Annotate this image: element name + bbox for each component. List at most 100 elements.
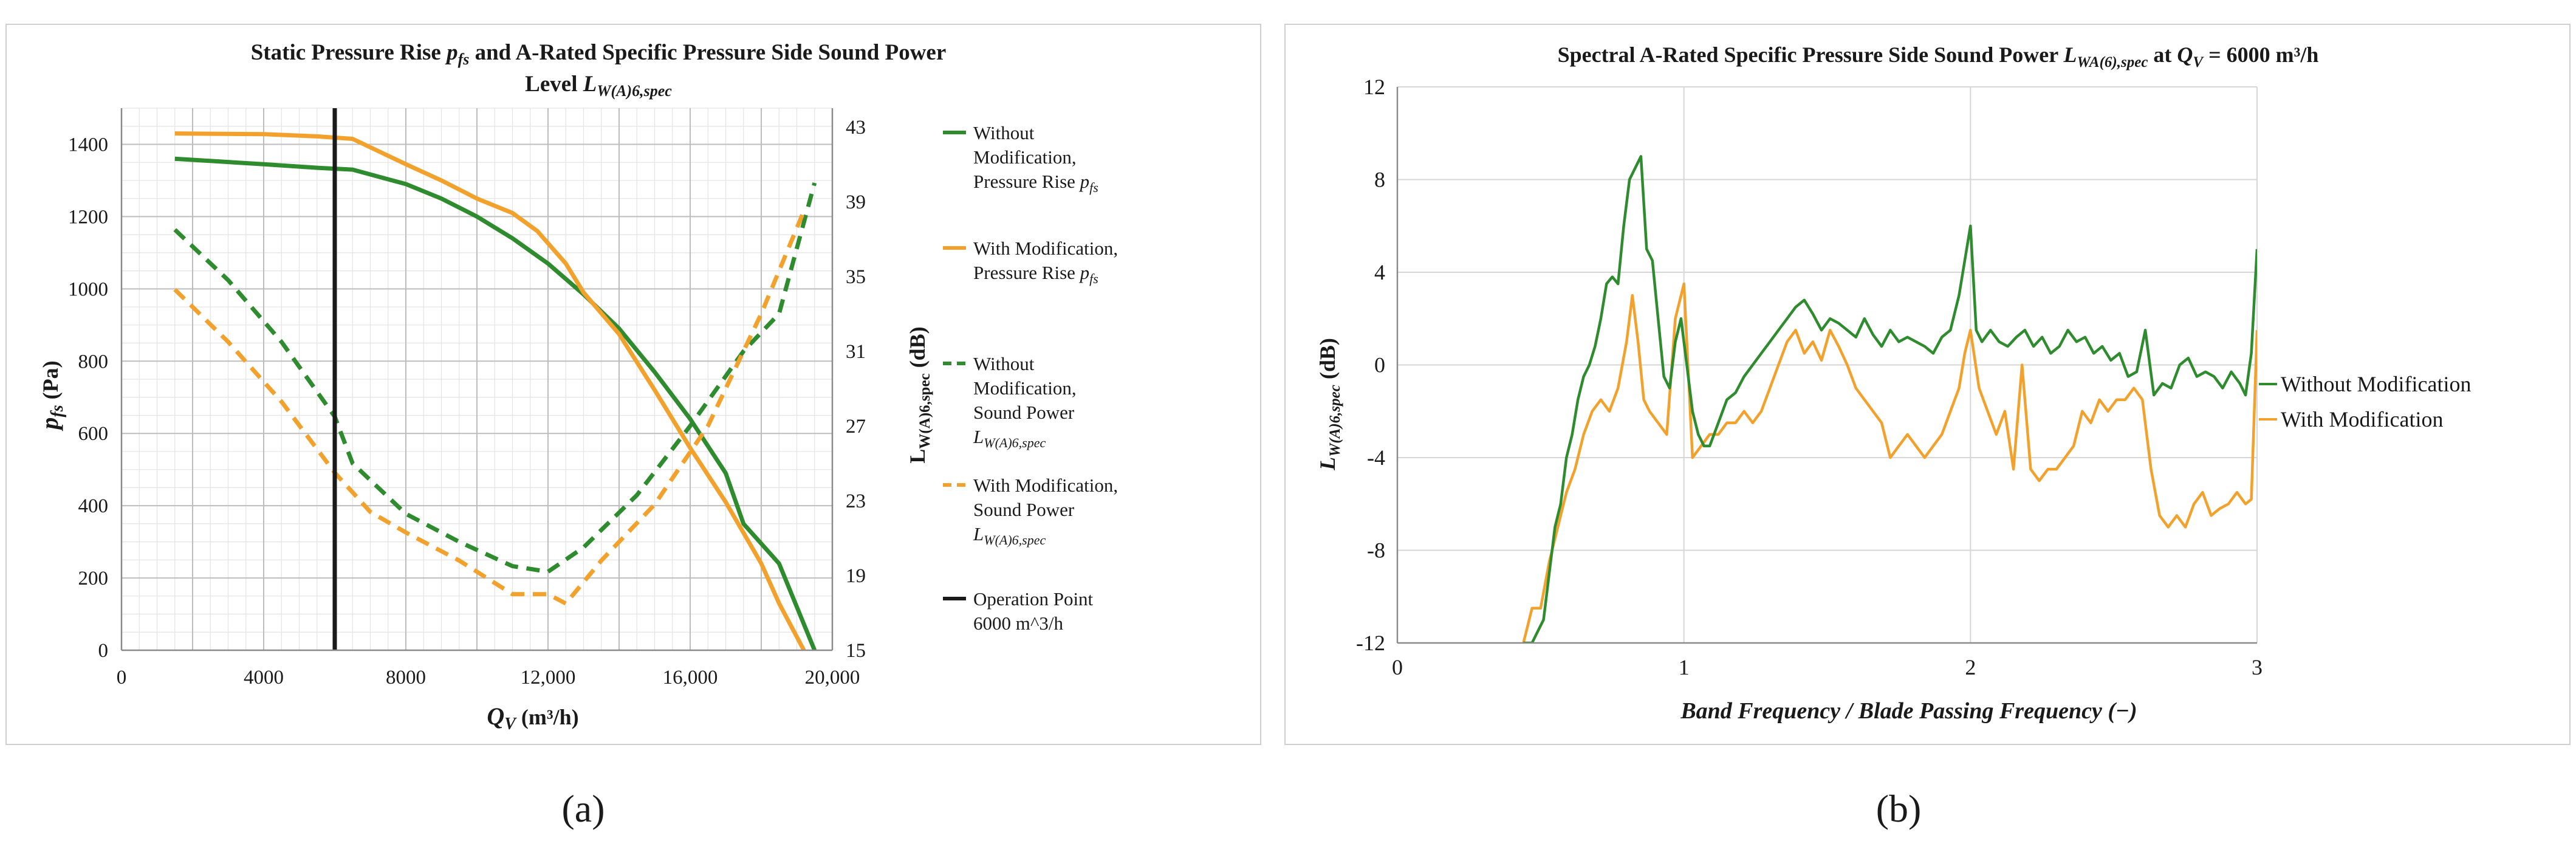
chart-a-x-ticks: 0 4000 8000 12,000 16,000 20,000 bbox=[117, 667, 860, 689]
y2-tick-a-2: 23 bbox=[846, 490, 866, 512]
legend-a-1-sub: fs bbox=[1089, 271, 1098, 286]
chart-b-series-clip bbox=[1522, 155, 2257, 643]
chart-b-title-post: = 6000 m³/h bbox=[2203, 43, 2318, 67]
chart-b-title-sym2-sub: V bbox=[2193, 54, 2204, 70]
chart-a-axes bbox=[120, 108, 834, 651]
legend-a-1-line-1: Pressure Rise bbox=[973, 262, 1080, 283]
legend-a-2-line-1: Modification, bbox=[973, 377, 1077, 399]
y-tick-b-4: 4 bbox=[1374, 260, 1385, 284]
chart-a-ylabel: pfs (Pa) bbox=[36, 360, 67, 431]
chart-b-title: Spectral A-Rated Specific Pressure Side … bbox=[1558, 43, 2319, 70]
panel-label-a: (a) bbox=[561, 787, 605, 830]
chart-a-series bbox=[173, 108, 817, 651]
chart-b-xlabel: Band Frequency / Blade Passing Frequency… bbox=[1680, 698, 2137, 724]
legend-a-2-line-0: Without bbox=[973, 353, 1035, 374]
series-a-0-line bbox=[174, 156, 817, 651]
chart-b-ylabel-unit: (dB) bbox=[1315, 338, 1340, 385]
legend-a-entry-3: With Modification, Sound Power LW(A)6,sp… bbox=[943, 475, 1123, 548]
y-tick-a-1: 200 bbox=[78, 568, 109, 589]
legend-a-entry-0: Without Modification, Pressure Rise pfs bbox=[943, 122, 1098, 195]
legend-a-2-sym: L bbox=[973, 426, 984, 447]
chart-b-title-sym2: Q bbox=[2177, 43, 2193, 67]
chart-a-xlabel-sub: V bbox=[504, 715, 517, 733]
legend-a-2-sub: W(A)6,spec bbox=[984, 435, 1046, 450]
series-b-1-line bbox=[1522, 282, 2257, 643]
legend-a-3-line-0: With Modification, bbox=[973, 475, 1118, 496]
chart-a-xlabel: QV (m³/h) bbox=[487, 703, 578, 733]
y2-tick-a-7: 43 bbox=[846, 117, 866, 139]
legend-a-0-sym: p bbox=[1079, 171, 1090, 192]
panel-label-b: (b) bbox=[1876, 787, 1922, 830]
y2-tick-a-3: 27 bbox=[846, 416, 866, 438]
y-tick-b-1: -8 bbox=[1367, 538, 1385, 563]
x-tick-a-1: 4000 bbox=[244, 667, 284, 689]
legend-a-3-line-1: Sound Power bbox=[973, 499, 1075, 520]
y-tick-a-7: 1400 bbox=[68, 134, 108, 156]
chart-a-y2label-unit: (dB) bbox=[905, 326, 930, 373]
chart-b-ylabel-sub: W(A)6,spec bbox=[1327, 385, 1343, 457]
x-tick-a-0: 0 bbox=[117, 667, 127, 689]
chart-a-title-text1: Static Pressure Rise bbox=[251, 40, 447, 65]
chart-b-y-ticks: -12 -8 -4 0 4 8 12 bbox=[1356, 75, 1385, 655]
legend-a-op-line-0: Operation Point bbox=[973, 588, 1094, 610]
chart-b-axes bbox=[1396, 87, 2257, 644]
legend-a-text-1: With Modification, Pressure Rise pfs bbox=[973, 238, 1123, 286]
x-tick-a-4: 16,000 bbox=[663, 667, 718, 689]
y-tick-b-2: -4 bbox=[1367, 445, 1385, 470]
y-tick-b-0: -12 bbox=[1356, 631, 1385, 655]
legend-a-2-line-2: Sound Power bbox=[973, 402, 1075, 423]
y-tick-a-6: 1200 bbox=[68, 206, 108, 228]
legend-a-op-line-1: 6000 m^3/h bbox=[973, 613, 1064, 634]
x-tick-b-1: 1 bbox=[1679, 655, 1690, 679]
y-tick-b-6: 12 bbox=[1363, 75, 1385, 99]
y-tick-b-3: 0 bbox=[1374, 353, 1385, 377]
legend-a-text-0: Without Modification, Pressure Rise pfs bbox=[973, 122, 1098, 195]
chart-a-title-sym: p bbox=[445, 40, 458, 65]
chart-b-ylabel-sym: L bbox=[1315, 457, 1340, 471]
chart-a-legend: Without Modification, Pressure Rise pfs … bbox=[943, 122, 1123, 634]
chart-a-ylabel-sym: p bbox=[36, 417, 63, 431]
chart-b-title-pre: Spectral A-Rated Specific Pressure Side … bbox=[1558, 43, 2064, 67]
chart-b-ylabel: LW(A)6,spec (dB) bbox=[1315, 338, 1343, 471]
chart-a-title-sym2-sub: W(A)6,spec bbox=[597, 82, 672, 100]
legend-a-3-sym: L bbox=[973, 523, 984, 545]
chart-b-frame bbox=[1284, 24, 2571, 745]
x-tick-a-3: 12,000 bbox=[521, 667, 576, 689]
y2-tick-a-4: 31 bbox=[846, 341, 866, 363]
legend-a-1-line-0: With Modification, bbox=[973, 238, 1118, 259]
chart-a-y2label-sym: L bbox=[905, 449, 930, 464]
series-a-1-line bbox=[174, 131, 806, 651]
y-tick-a-3: 600 bbox=[78, 423, 109, 445]
legend-a-0-line-2: Pressure Rise bbox=[973, 171, 1080, 192]
chart-b-title-mid: at bbox=[2148, 43, 2177, 67]
chart-b-x-ticks: 0 1 2 3 bbox=[1392, 655, 2263, 679]
chart-a-title-line1: Static Pressure Rise pfs and A-Rated Spe… bbox=[251, 40, 947, 68]
chart-a-ylabel-sub: fs bbox=[48, 405, 67, 417]
chart-a-y-ticks: 0 200 400 600 800 1000 1200 1400 bbox=[68, 134, 108, 662]
chart-a-xlabel-sym: Q bbox=[487, 703, 504, 730]
legend-a-text-3: With Modification, Sound Power LW(A)6,sp… bbox=[973, 475, 1123, 548]
legend-a-entry-op: Operation Point 6000 m^3/h bbox=[943, 588, 1094, 634]
chart-a: 0 4000 8000 12,000 16,000 20,000 0 200 400 600 80… bbox=[5, 24, 1261, 745]
legend-a-0-line-0: Without bbox=[973, 122, 1035, 143]
series-b-0-line bbox=[1523, 155, 2257, 643]
x-tick-a-5: 20,000 bbox=[805, 667, 860, 689]
series-a-3-line bbox=[173, 210, 806, 606]
legend-a-0-line-1: Modification, bbox=[973, 146, 1077, 168]
chart-a-title-line2: Level LW(A)6,spec bbox=[525, 72, 672, 100]
legend-b-label-1: With Modification bbox=[2281, 407, 2444, 431]
legend-a-text-2: Without Modification, Sound Power LW(A)6… bbox=[973, 353, 1081, 450]
x-tick-b-0: 0 bbox=[1392, 655, 1403, 679]
legend-a-0-sub: fs bbox=[1089, 180, 1098, 195]
x-tick-a-2: 8000 bbox=[386, 667, 426, 689]
chart-b-series bbox=[1522, 155, 2257, 643]
chart-b-title-sym-sub: WA(6),spec bbox=[2077, 54, 2148, 70]
chart-a-title-sym2: L bbox=[583, 72, 597, 97]
y2-tick-a-5: 35 bbox=[846, 266, 866, 288]
y2-tick-a-0: 15 bbox=[846, 640, 866, 662]
chart-b-title-sym: L bbox=[2063, 43, 2077, 67]
y-tick-a-5: 1000 bbox=[68, 278, 108, 300]
